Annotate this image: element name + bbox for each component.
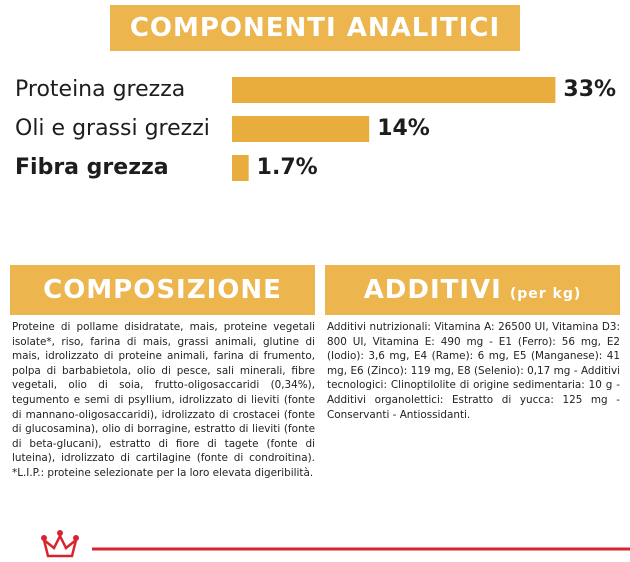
crown-dot <box>57 530 63 536</box>
composition-text: Proteine di pollame disidratate, mais, p… <box>12 321 315 479</box>
additives-title: ADDITIVI <box>363 275 502 305</box>
value-label: 1.7% <box>257 155 318 180</box>
additives-unit: (per kg) <box>509 286 582 302</box>
category-label: Fibra grezza <box>15 155 169 180</box>
bar <box>232 155 249 181</box>
category-label: Proteina grezza <box>15 77 185 102</box>
value-label: 33% <box>563 77 616 102</box>
chart: Proteina grezza 33% Oli e grassi grezzi 14%… <box>15 77 616 181</box>
composition-title: COMPOSIZIONE <box>10 265 315 315</box>
chart-title: COMPONENTI ANALITICI <box>110 5 520 51</box>
crown-dot <box>73 535 79 541</box>
value-label: 14% <box>377 116 430 141</box>
additives-header: ADDITIVI (per kg) <box>325 265 620 315</box>
category-label: Oli e grassi grezzi <box>15 116 210 141</box>
bar <box>232 77 556 103</box>
bar <box>232 116 370 142</box>
additives-text: Additivi nutrizionali: Vitamina A: 26500… <box>327 321 620 421</box>
crown-dot <box>41 535 47 541</box>
crown-logo <box>41 533 79 558</box>
